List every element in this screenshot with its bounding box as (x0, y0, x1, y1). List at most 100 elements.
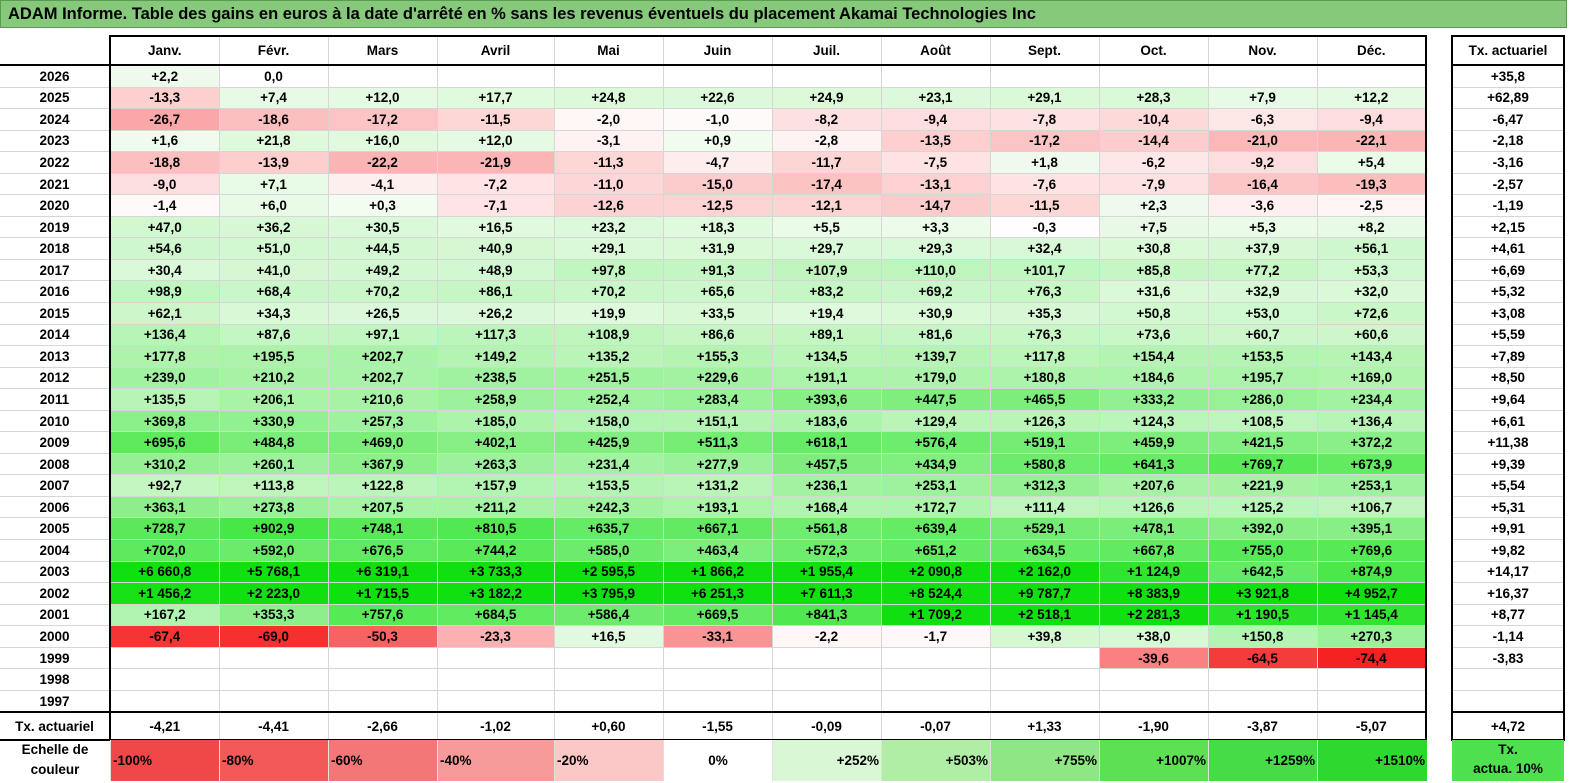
gain-cell: +153,5 (1207, 345, 1318, 368)
gain-cell (218, 647, 329, 670)
gain-cell: +369,8 (109, 410, 220, 433)
year-label: 2015 (0, 302, 111, 325)
gain-cell: +286,0 (1207, 388, 1318, 411)
actuarial-cell: -2,18 (1451, 130, 1565, 153)
gain-cell: -2,8 (771, 130, 882, 153)
gain-cell: +7,4 (218, 87, 329, 110)
table-row: 2007 +92,7 +113,8 +122,8 +157,9 +153,5 +131,2 +… (0, 474, 1427, 497)
corner-cell (0, 36, 111, 66)
gain-cell: +239,0 (109, 367, 220, 390)
gain-cell: +129,4 (880, 410, 991, 433)
gain-cell: +211,2 (436, 496, 555, 519)
gain-cell: +53,3 (1316, 259, 1427, 282)
actuarial-cell: +7,89 (1451, 345, 1565, 368)
gain-cell: -39,6 (1098, 647, 1209, 670)
gain-cell: +56,1 (1316, 237, 1427, 260)
gain-cell (109, 647, 220, 670)
table-row: 2011 +135,5 +206,1 +210,6 +258,9 +252,4 +283,4… (0, 388, 1427, 411)
gain-cell: +29,1 (989, 87, 1100, 110)
gain-cell: +26,2 (436, 302, 555, 325)
gain-cell: +755,0 (1207, 539, 1318, 562)
actuarial-cell: +16,37 (1451, 582, 1565, 605)
gain-cell: +3 182,2 (436, 582, 555, 605)
gain-cell: +70,2 (327, 280, 438, 304)
gain-cell: +463,4 (662, 539, 773, 562)
gain-cell: +16,5 (436, 216, 555, 239)
gain-cell: +29,3 (880, 237, 991, 260)
gain-cell: +122,8 (327, 474, 438, 497)
gain-cell: -6,2 (1098, 151, 1209, 174)
gain-cell: +47,0 (109, 216, 220, 239)
gain-cell: -18,8 (109, 151, 220, 174)
actuarial-cell: -2,57 (1451, 173, 1565, 196)
gain-cell: -11,5 (989, 194, 1100, 217)
gain-cell: +124,3 (1098, 410, 1209, 433)
actuarial-cell: +2,15 (1451, 216, 1565, 239)
gain-cell (109, 668, 220, 691)
gain-cell: +769,7 (1207, 453, 1318, 476)
color-scale-swatch: +1007% (1099, 740, 1208, 781)
gain-cell: +748,1 (327, 517, 438, 541)
gain-cell: +1 190,5 (1207, 604, 1318, 627)
gain-cell: -7,8 (989, 108, 1100, 131)
gain-cell (436, 647, 555, 670)
gain-cell: +6,0 (218, 194, 329, 217)
gain-cell: -10,4 (1098, 108, 1209, 131)
gain-cell: +634,5 (989, 539, 1100, 562)
gain-cell: -14,7 (880, 194, 991, 217)
gain-cell: -7,1 (436, 194, 555, 217)
gain-cell: -19,3 (1316, 173, 1427, 196)
gain-cell: +1 866,2 (662, 561, 773, 584)
gain-cell: +32,0 (1316, 280, 1427, 304)
gain-cell (989, 690, 1100, 713)
gain-cell: +253,1 (880, 474, 991, 497)
gain-cell: -17,2 (327, 108, 438, 131)
gain-cell: +97,1 (327, 324, 438, 347)
gain-cell: +529,1 (989, 517, 1100, 541)
gain-cell: +136,4 (109, 324, 220, 347)
table-row: 2018 +54,6 +51,0 +44,5 +40,9 +29,1 +31,9 +29,7 +… (0, 237, 1427, 260)
year-label: 2000 (0, 625, 111, 648)
gain-cell: +702,0 (109, 539, 220, 562)
gain-cell: +2,2 (109, 65, 220, 88)
gain-cell: +367,9 (327, 453, 438, 476)
gain-cell: +40,9 (436, 237, 555, 260)
gain-cell: +168,4 (771, 496, 882, 519)
gain-cell (218, 690, 329, 713)
year-label: 2001 (0, 604, 111, 627)
gain-cell: +49,2 (327, 259, 438, 282)
actuarial-cell: +9,39 (1451, 453, 1565, 476)
gain-cell: +207,5 (327, 496, 438, 519)
gain-cell: +135,2 (553, 345, 664, 368)
gain-cell: +107,9 (771, 259, 882, 282)
gain-cell: +6 251,3 (662, 582, 773, 605)
gain-cell (662, 65, 773, 88)
gain-cell (1098, 690, 1209, 713)
year-label: 2012 (0, 367, 111, 390)
actuarial-header: Tx. actuariel (1451, 35, 1565, 66)
month-header: Août (880, 35, 991, 66)
gain-cell: +30,4 (109, 259, 220, 282)
gain-cell: -3,6 (1207, 194, 1318, 217)
gain-cell: +639,4 (880, 517, 991, 541)
gain-cell (989, 647, 1100, 670)
year-label: 2016 (0, 280, 111, 304)
gain-cell: +0,9 (662, 130, 773, 153)
gain-cell (1098, 65, 1209, 88)
gain-cell: -22,2 (327, 151, 438, 174)
gain-cell: +113,8 (218, 474, 329, 497)
gain-cell: -13,1 (880, 173, 991, 196)
gain-cell: +108,5 (1207, 410, 1318, 433)
table-row: 2021 -9,0 +7,1 -4,1 -7,2 -11,0 -15,0 -17,4 -13,1… (0, 173, 1427, 196)
gain-cell: -17,4 (771, 173, 882, 196)
gain-cell: -12,6 (553, 194, 664, 217)
gain-cell (771, 647, 882, 670)
gain-cell: +1 955,4 (771, 561, 882, 584)
gain-cell: +86,1 (436, 280, 555, 304)
gain-cell (109, 690, 220, 713)
table-row: 1998 (0, 668, 1427, 691)
gain-cell: +372,2 (1316, 431, 1427, 454)
gain-cell: +177,8 (109, 345, 220, 368)
year-label: 2013 (0, 345, 111, 368)
gain-cell: +253,1 (1316, 474, 1427, 497)
